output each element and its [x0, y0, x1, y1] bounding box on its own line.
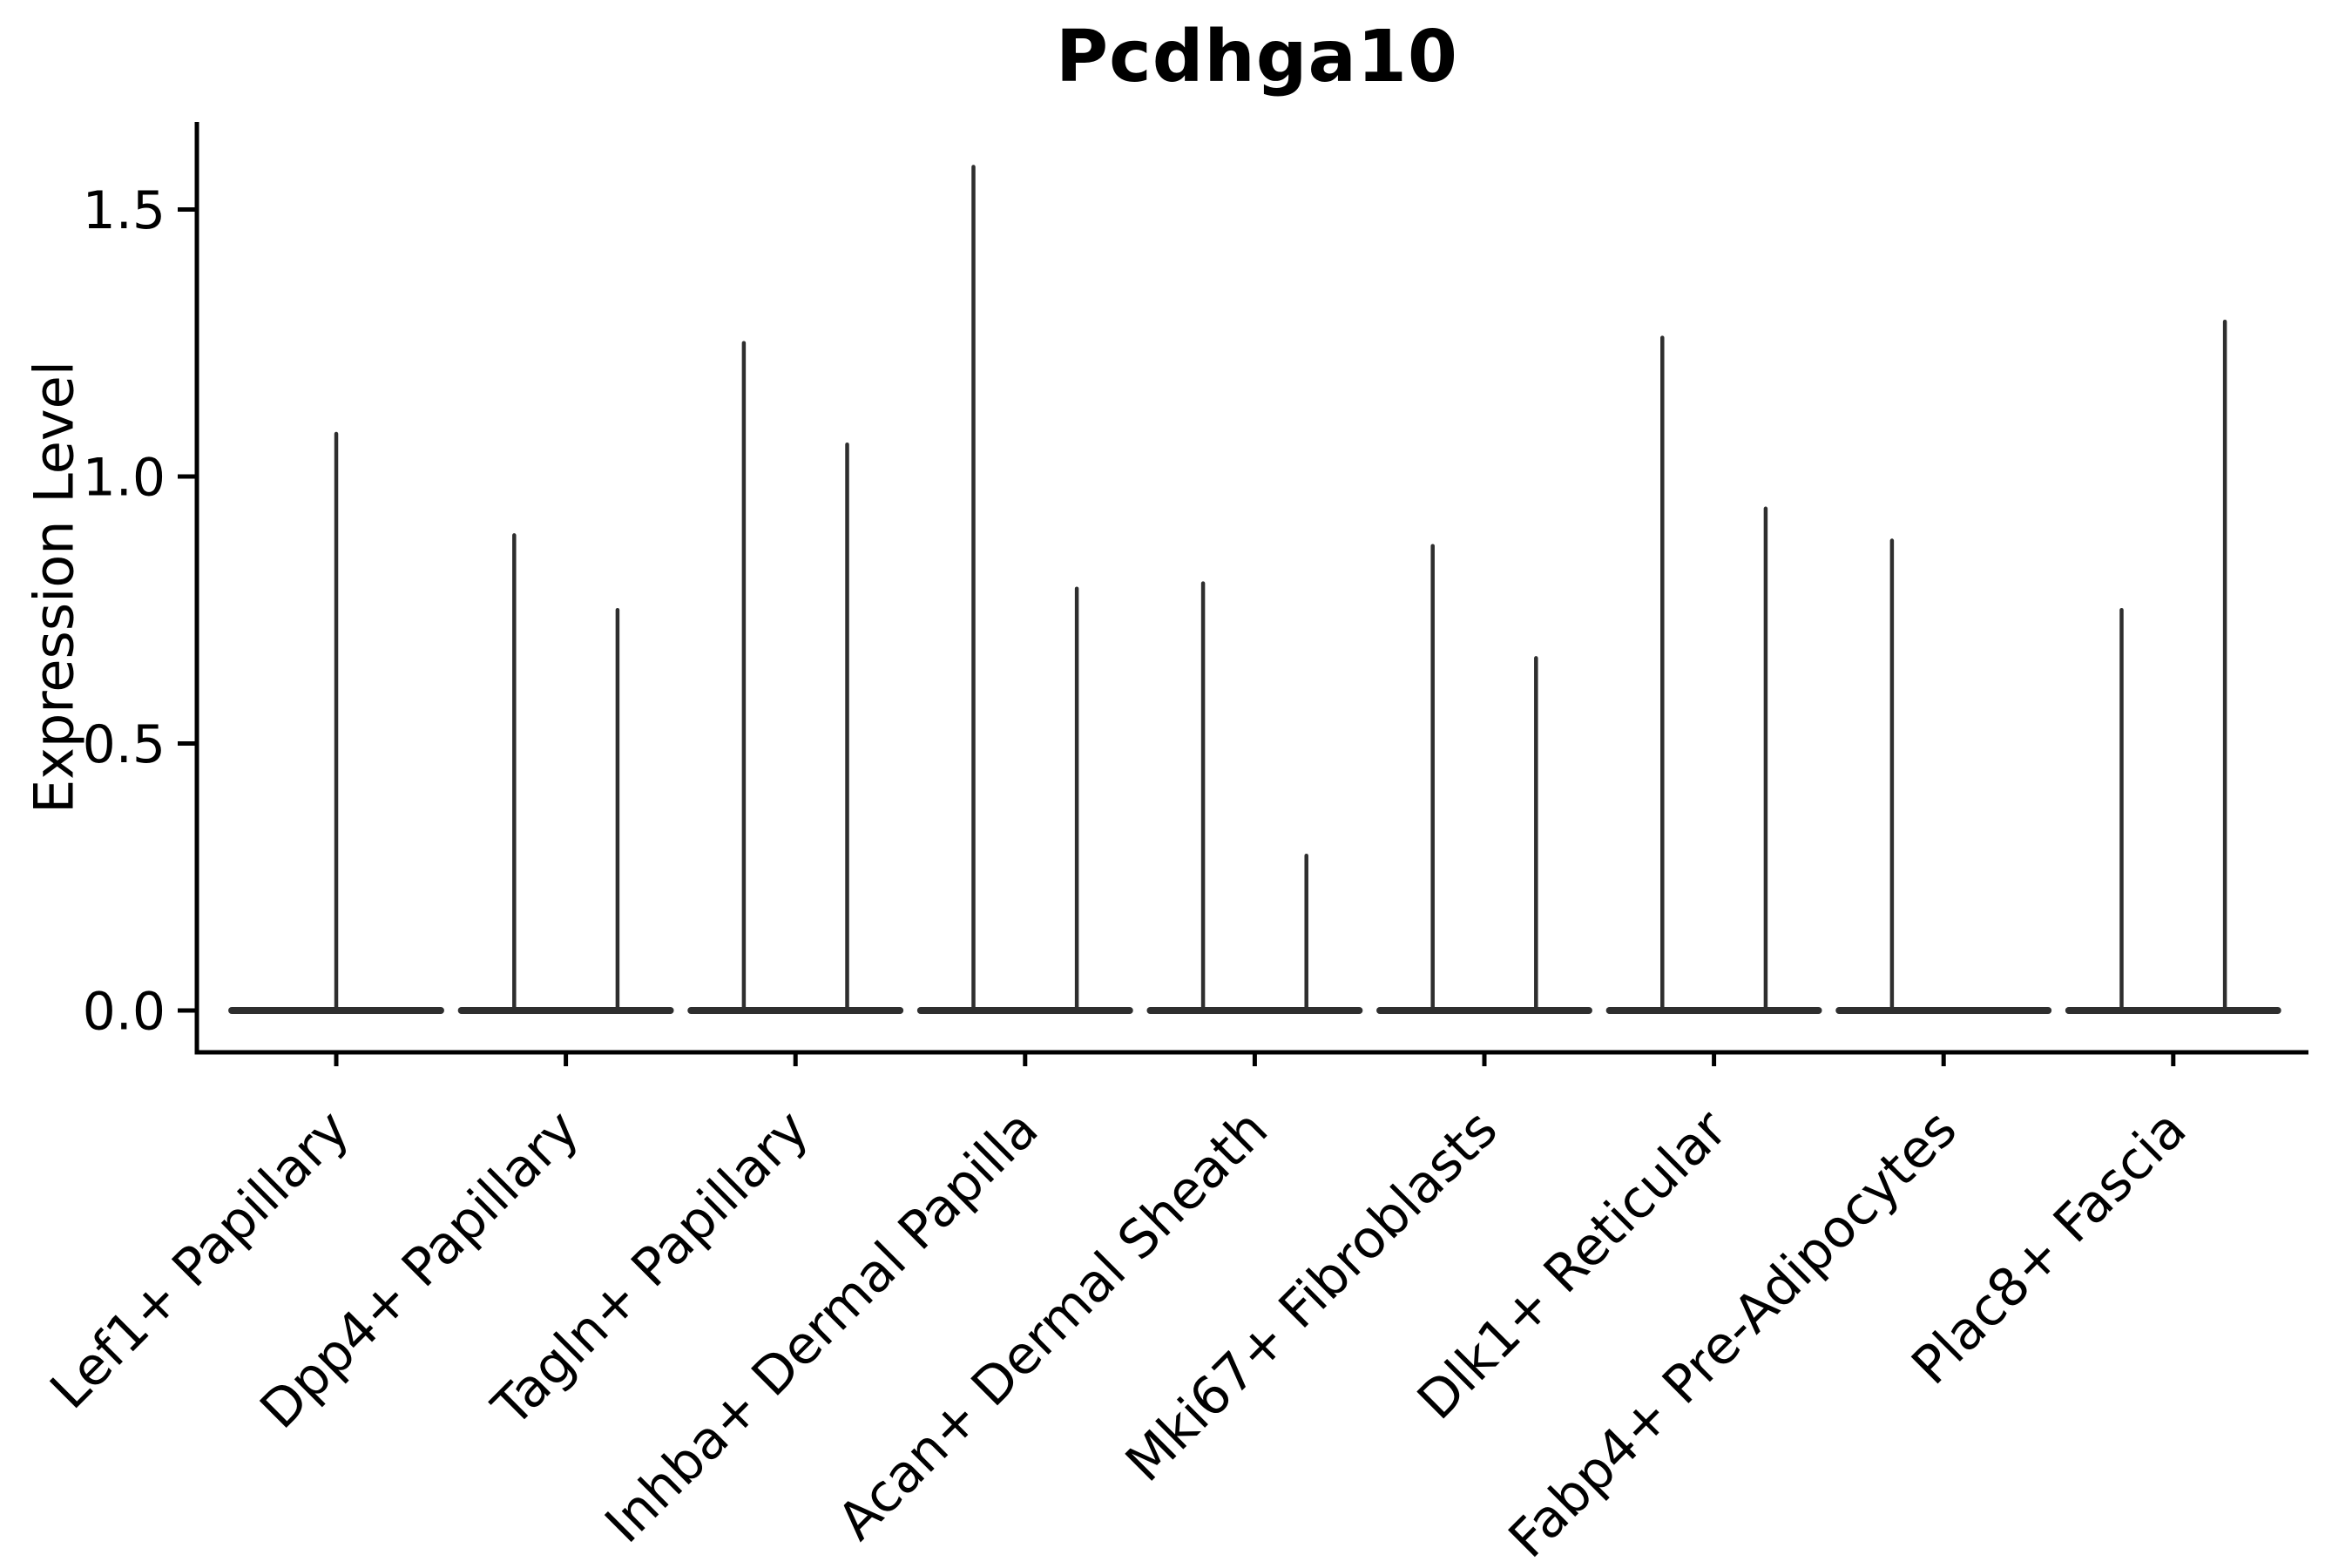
- y-tick-label: 1.0: [83, 448, 166, 509]
- y-tick-label: 0.0: [83, 982, 166, 1043]
- x-tick-label: Inhba+ Dermal Papilla: [594, 1098, 1051, 1555]
- x-tick-label: Acan+ Dermal Sheath: [826, 1098, 1280, 1552]
- x-tick-label: Fabp4+ Pre-Adipocytes: [1497, 1098, 1969, 1568]
- chart-title: Pcdhga10: [1056, 16, 1458, 98]
- y-tick-label: 1.5: [83, 180, 166, 241]
- y-tick-label: 0.5: [83, 714, 166, 775]
- x-tick-label: Mki67+ Fibroblasts: [1114, 1098, 1510, 1494]
